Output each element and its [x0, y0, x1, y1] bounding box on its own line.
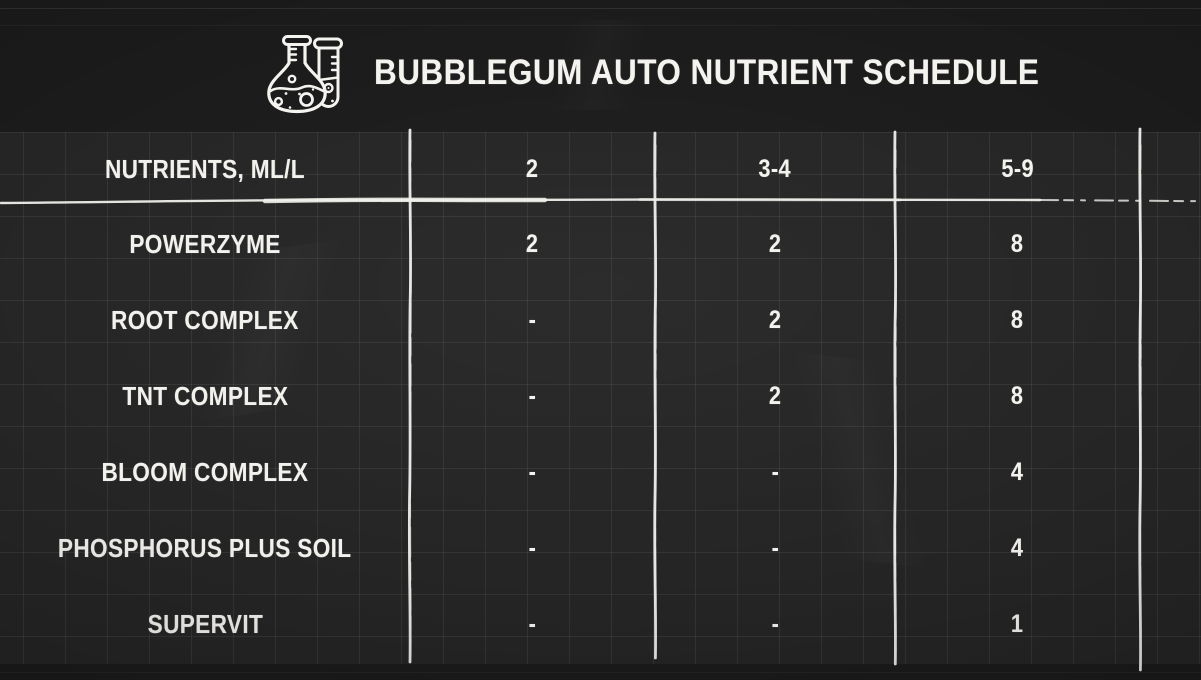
table-row: BLOOM COMPLEX - - 4 [0, 434, 1201, 510]
row-label-cell: ROOT COMPLEX [0, 282, 410, 358]
row-label-cell: BLOOM COMPLEX [0, 434, 410, 510]
row-label: SUPERVIT [147, 608, 263, 639]
column-header: 2 [526, 154, 539, 183]
value-cell: 2 [655, 282, 895, 358]
row-label: BLOOM COMPLEX [101, 456, 309, 487]
value-cell: - [410, 282, 655, 358]
table-row: POWERZYME 2 2 8 [0, 206, 1201, 282]
value-cell: 4 [895, 434, 1140, 510]
header-cell: 5-9 [895, 132, 1140, 206]
header-cell: 3-4 [655, 132, 895, 206]
value-cell: - [410, 434, 655, 510]
value-cell: - [410, 586, 655, 662]
table-row: PHOSPHORUS PLUS SOIL - - 4 [0, 510, 1201, 586]
cell-value: - [528, 533, 537, 562]
cell-value: 8 [1011, 229, 1024, 258]
cell-value: - [771, 609, 779, 638]
header: BUBBLEGUM AUTO NUTRIENT SCHEDULE [0, 0, 1201, 132]
cell-value: - [528, 381, 537, 410]
row-label-cell: TNT COMPLEX [0, 358, 410, 434]
value-cell: - [655, 434, 895, 510]
value-cell: - [410, 358, 655, 434]
row-label: ROOT COMPLEX [111, 304, 299, 335]
value-cell: 2 [410, 206, 655, 282]
value-cell: 2 [655, 358, 895, 434]
cell-value: 8 [1011, 381, 1024, 410]
cell-value: 1 [1011, 609, 1024, 638]
column-header: NUTRIENTS, ML/L [105, 153, 305, 184]
board-texture-line [0, 8, 1201, 9]
cell-value: - [528, 305, 537, 334]
row-label: POWERZYME [129, 228, 281, 259]
header-cell: NUTRIENTS, ML/L [0, 132, 410, 206]
cell-value: - [771, 457, 779, 486]
cell-value: 4 [1011, 457, 1024, 486]
cell-value: 2 [768, 381, 782, 410]
cell-value: 8 [1011, 305, 1024, 334]
header-cell: 2 [410, 132, 655, 206]
cell-value: - [528, 457, 537, 486]
row-label: TNT COMPLEX [122, 380, 288, 411]
cell-value: - [771, 533, 779, 562]
value-cell: 2 [655, 206, 895, 282]
cell-value: 2 [768, 229, 782, 258]
row-label-cell: PHOSPHORUS PLUS SOIL [0, 510, 410, 586]
value-cell: 8 [895, 282, 1140, 358]
column-header: 5-9 [1001, 154, 1034, 183]
page-title: BUBBLEGUM AUTO NUTRIENT SCHEDULE [374, 31, 1113, 115]
value-cell: 4 [895, 510, 1140, 586]
cell-value: 4 [1011, 533, 1024, 562]
board-texture-line [0, 25, 1201, 26]
value-cell: - [655, 510, 895, 586]
table-row: SUPERVIT - - 1 [0, 586, 1201, 662]
column-header: 3-4 [758, 154, 792, 183]
table-row: TNT COMPLEX - 2 8 [0, 358, 1201, 434]
value-cell: 8 [895, 358, 1140, 434]
value-cell: - [655, 586, 895, 662]
cell-value: - [528, 609, 537, 638]
table-header-row: NUTRIENTS, ML/L 2 3-4 5-9 [0, 132, 1201, 206]
value-cell: - [410, 510, 655, 586]
row-label-cell: SUPERVIT [0, 586, 410, 662]
cell-value: 2 [768, 305, 782, 334]
value-cell: 1 [895, 586, 1140, 662]
table-row: ROOT COMPLEX - 2 8 [0, 282, 1201, 358]
cell-value: 2 [526, 229, 539, 258]
board-texture-line [0, 672, 1201, 673]
page-title-text: BUBBLEGUM AUTO NUTRIENT SCHEDULE [374, 53, 1040, 92]
flask-and-test-tube-icon [267, 35, 343, 114]
row-label-cell: POWERZYME [0, 206, 410, 282]
value-cell: 8 [895, 206, 1140, 282]
row-label: PHOSPHORUS PLUS SOIL [58, 532, 352, 563]
chalkboard-grid-background [0, 132, 1201, 664]
